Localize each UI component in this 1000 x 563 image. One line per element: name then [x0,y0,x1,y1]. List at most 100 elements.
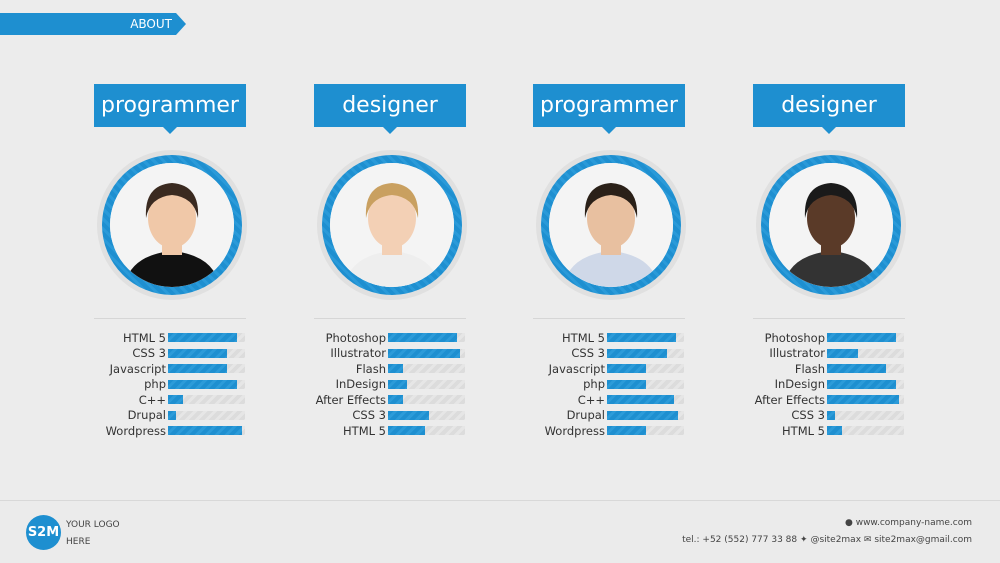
skill-name: Drupal [566,408,605,423]
skill-row: php [499,377,719,393]
skill-row: Photoshop [280,330,500,346]
skill-row: Photoshop [719,330,939,346]
skill-row: InDesign [719,377,939,393]
skills-list: Photoshop Illustrator Flash InDesign After E… [280,330,500,439]
skill-bar-fill [827,379,896,389]
skill-name: Photoshop [764,330,825,345]
skill-name: InDesign [774,377,825,392]
skill-bar [827,410,904,420]
skill-bar [168,426,245,436]
skill-name: HTML 5 [562,330,605,345]
avatar-ring [756,150,906,300]
skill-bar [388,426,465,436]
skill-bar [607,379,684,389]
skill-bar-fill [388,426,425,436]
skill-bar [607,333,684,343]
skill-name: php [583,377,605,392]
location-pin-icon: ● [844,518,853,528]
skill-name: Flash [794,361,825,376]
skill-row: Illustrator [280,346,500,362]
skill-row: Javascript [60,361,280,377]
contact-line: tel.: +52 (552) 777 33 88 ✦ @site2max ✉ … [682,535,972,545]
role-label: programmer [533,84,685,134]
website-link[interactable]: www.company-name.com [855,518,972,528]
skill-name: CSS 3 [352,408,386,423]
skill-bar-fill [388,410,429,420]
skill-name: Wordpress [105,423,166,438]
twitter-handle[interactable]: @site2max [810,535,862,545]
skill-bar [168,364,245,374]
skill-bar [168,333,245,343]
skill-row: CSS 3 [499,346,719,362]
skill-bar-fill [168,426,242,436]
skill-name: CSS 3 [132,346,166,361]
skill-bar [168,395,245,405]
skill-bar-fill [388,395,404,405]
skill-bar-fill [607,364,646,374]
skill-bar [388,348,465,358]
skill-bar [607,410,684,420]
skill-bar-fill [168,348,228,358]
skill-bar-fill [827,426,842,436]
skill-name: Photoshop [325,330,386,345]
skill-bar [388,410,465,420]
skill-name: After Effects [315,392,386,407]
skill-bar [827,348,904,358]
skill-row: CSS 3 [280,408,500,424]
skill-name: php [144,377,166,392]
skill-bar-fill [827,348,858,358]
role-label: designer [314,84,466,134]
skill-name: Javascript [548,361,605,376]
skill-bar-fill [168,333,238,343]
skill-bar-fill [607,426,646,436]
avatar [110,163,234,287]
skill-name: InDesign [335,377,386,392]
skill-name: C++ [577,392,605,407]
skill-row: HTML 5 [719,423,939,439]
skill-bar-fill [607,410,678,420]
skill-bar-fill [827,364,887,374]
skill-bar [607,348,684,358]
email-link[interactable]: site2max@gmail.com [874,535,972,545]
skill-bar-fill [607,379,646,389]
skill-bar [607,426,684,436]
website-contact: ● www.company-name.com [845,518,972,528]
skill-bar-fill [168,410,176,420]
skill-bar [607,364,684,374]
skill-bar [827,333,904,343]
skill-row: C++ [60,392,280,408]
skill-bar [168,348,245,358]
phone-number: tel.: +52 (552) 777 33 88 [682,535,798,545]
skill-name: HTML 5 [343,423,386,438]
skill-row: After Effects [719,392,939,408]
skill-name: HTML 5 [782,423,825,438]
skill-name: Javascript [109,361,166,376]
skills-list: HTML 5 CSS 3 Javascript php C++ Drupal Wordpre… [60,330,280,439]
logo-text: YOUR LOGO HERE [66,517,120,551]
divider [314,318,466,319]
skill-row: Javascript [499,361,719,377]
skill-row: After Effects [280,392,500,408]
skill-bar [827,379,904,389]
skill-row: Wordpress [60,423,280,439]
skill-row: Drupal [60,408,280,424]
skill-name: Flash [355,361,386,376]
twitter-icon: ✦ [800,535,808,545]
skill-bar-fill [827,395,899,405]
skill-bar [388,395,465,405]
skill-bar [827,364,904,374]
skill-bar-fill [388,364,404,374]
skill-name: Illustrator [330,346,386,361]
footer: S2M YOUR LOGO HERE ● www.company-name.co… [0,500,1000,563]
skill-name: Illustrator [769,346,825,361]
skills-list: Photoshop Illustrator Flash InDesign After E… [719,330,939,439]
avatar [769,163,893,287]
skill-row: Wordpress [499,423,719,439]
skill-bar-fill [388,348,461,358]
skills-list: HTML 5 CSS 3 Javascript php C++ Drupal Wordpre… [499,330,719,439]
skill-bar-fill [607,395,674,405]
logo: S2M [26,515,61,550]
skill-bar-fill [827,333,896,343]
skill-bar-fill [607,333,677,343]
skill-name: CSS 3 [571,346,605,361]
